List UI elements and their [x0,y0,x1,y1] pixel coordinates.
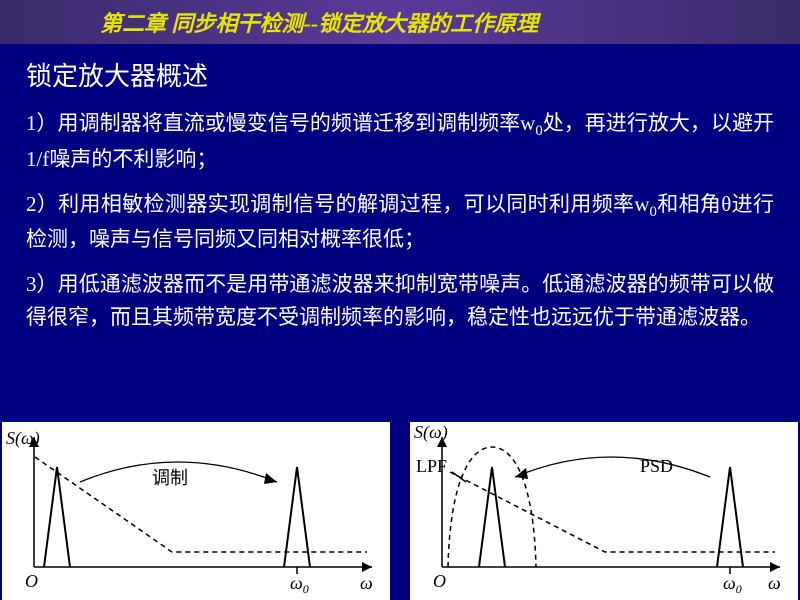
p1-text-a: 1）用调制器将直流或慢变信号的频谱迁移到调制频率w [26,111,535,135]
left-w0: ω0 [290,573,309,596]
p2-sub: 0 [650,204,657,220]
right-w0: ω0 [723,573,742,596]
paragraph-3: 3）用低通滤波器而不是用带通滤波器来抑制宽带噪声。低通滤波器的频带可以做得很窄，… [26,268,774,333]
p1-sub: 0 [535,123,542,139]
paragraph-1: 1）用调制器将直流或慢变信号的频谱迁移到调制频率w0处，再进行放大，以避开1/f… [26,107,774,176]
right-psd-label: PSD [640,456,673,476]
section-title: 锁定放大器概述 [26,56,774,93]
left-ylabel: S(ω) [6,428,40,449]
right-origin: O [433,571,446,591]
left-xlabel: ω [360,573,373,593]
left-origin: O [25,571,38,591]
figure-demodulation: S(ω) O ω0 ω LPF PSD [410,422,798,600]
figure-row: S(ω) O ω0 ω 调制 [0,422,800,600]
chapter-title: 第二章 同步相干检测--锁定放大器的工作原理 [100,6,538,38]
right-ylabel: S(ω) [414,422,448,443]
paragraph-2: 2）利用相敏检测器实现调制信号的解调过程，可以同时利用频率w0和相角θ进行检测，… [26,188,774,257]
content-area: 锁定放大器概述 1）用调制器将直流或慢变信号的频谱迁移到调制频率w0处，再进行放… [0,44,800,333]
right-xlabel: ω [768,573,781,593]
p2-text-a: 2）利用相敏检测器实现调制信号的解调过程，可以同时利用频率w [26,192,650,216]
right-lpf-label: LPF [416,456,447,476]
header-bar: 第二章 同步相干检测--锁定放大器的工作原理 [0,0,800,44]
figure-modulation: S(ω) O ω0 ω 调制 [2,422,390,600]
left-mod-label: 调制 [152,468,188,488]
